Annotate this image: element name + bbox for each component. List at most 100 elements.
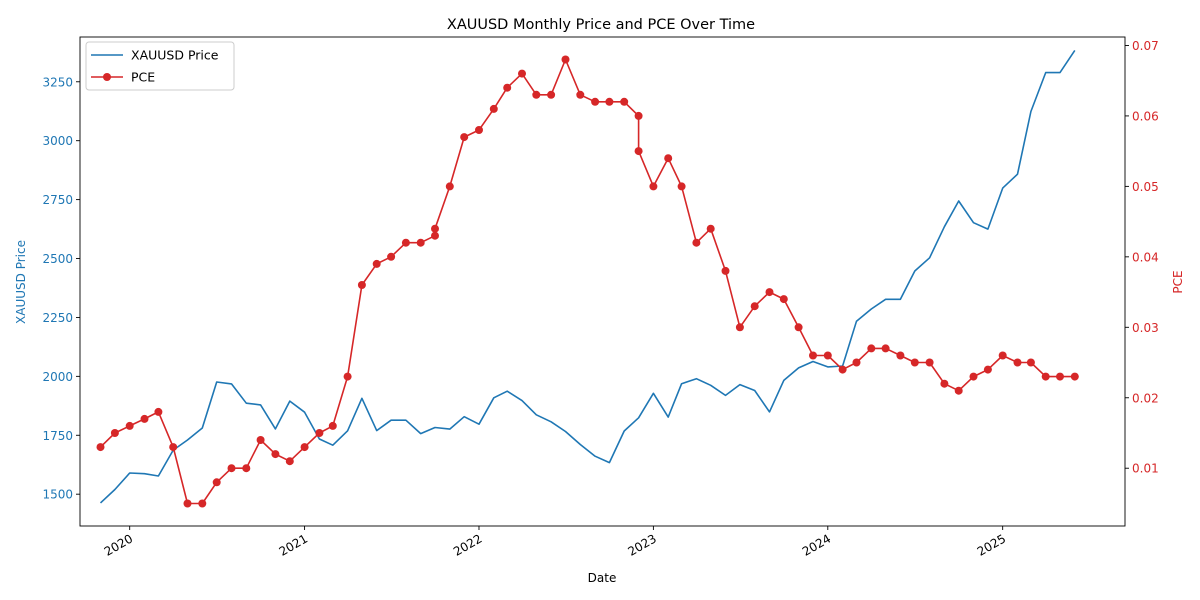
legend-box — [85, 41, 235, 91]
pce-point-9 — [227, 464, 236, 473]
pce-point-63 — [983, 365, 992, 374]
pce-point-30 — [518, 69, 526, 78]
pce-point-24 — [431, 224, 439, 233]
pce-point-19 — [372, 259, 381, 268]
y-right-tick-label-0.03: 0.03 — [1132, 321, 1159, 335]
pce-point-17 — [343, 372, 352, 381]
y-left-tick-label-1500: 1500 — [42, 488, 73, 502]
pce-point-49 — [779, 295, 788, 304]
pce-point-27 — [475, 126, 483, 134]
legend-entry-1: PCE — [131, 70, 155, 85]
pce-point-56 — [881, 344, 890, 353]
pce-point-68 — [1056, 372, 1064, 381]
pce-point-26 — [460, 133, 469, 142]
pce-point-34 — [576, 90, 585, 99]
pce-point-4 — [154, 407, 163, 416]
pce-point-41 — [664, 154, 673, 163]
pce-point-23 — [431, 231, 439, 240]
pce-point-12 — [271, 450, 280, 459]
y-left-tick-label-2750: 2750 — [42, 193, 73, 207]
y-right-tick-label-0.02: 0.02 — [1132, 391, 1159, 405]
pce-point-38 — [634, 111, 643, 120]
pce-point-54 — [852, 358, 861, 367]
legend-entry-0: XAUUSD Price — [131, 48, 219, 63]
pce-point-7 — [198, 499, 207, 508]
pce-point-5 — [169, 443, 178, 452]
pce-point-39 — [634, 147, 643, 156]
pce-point-14 — [300, 443, 309, 452]
y-right-tick-label-0.01: 0.01 — [1132, 462, 1159, 476]
pce-point-47 — [750, 302, 759, 311]
pce-point-0 — [96, 443, 105, 452]
pce-point-42 — [677, 182, 686, 191]
pce-point-8 — [212, 478, 221, 487]
pce-point-55 — [867, 344, 876, 353]
pce-point-45 — [721, 266, 730, 275]
pce-point-22 — [416, 238, 425, 247]
pce-point-62 — [969, 372, 978, 381]
pce-point-43 — [692, 238, 701, 247]
pce-point-69 — [1070, 372, 1079, 381]
plot-frame — [79, 36, 1126, 527]
pce-point-53 — [838, 365, 847, 374]
pce-point-21 — [401, 238, 410, 247]
series-line-0 — [99, 49, 1076, 504]
pce-point-29 — [503, 83, 512, 92]
y-left-tick-label-1750: 1750 — [42, 429, 73, 443]
pce-point-59 — [925, 358, 934, 367]
series-layer — [96, 49, 1079, 508]
y-left-axis-label: XAUUSD Price — [14, 240, 28, 324]
pce-point-61 — [954, 386, 963, 395]
pce-point-33 — [561, 55, 570, 64]
series-line-1 — [99, 58, 1075, 505]
pce-point-40 — [649, 182, 658, 191]
y-left-tick-label-2250: 2250 — [42, 311, 73, 325]
pce-point-13 — [285, 457, 294, 466]
pce-point-20 — [387, 252, 396, 261]
pce-point-66 — [1026, 358, 1035, 367]
pce-point-16 — [328, 421, 337, 430]
pce-point-36 — [605, 97, 614, 106]
pce-point-50 — [794, 323, 803, 332]
pce-point-35 — [591, 97, 600, 106]
pce-point-31 — [532, 90, 541, 99]
pce-point-28 — [489, 104, 498, 113]
y-right-tick-label-0.04: 0.04 — [1132, 250, 1159, 264]
legend-marker-1 — [103, 73, 111, 81]
legend: XAUUSD Price PCE — [85, 41, 235, 91]
pce-point-10 — [242, 464, 251, 473]
pce-point-37 — [620, 97, 629, 106]
pce-point-65 — [1013, 358, 1022, 367]
chart-title: XAUUSD Monthly Price and PCE Over Time — [447, 17, 755, 33]
pce-point-48 — [765, 288, 774, 297]
pce-point-3 — [140, 414, 149, 423]
pce-point-64 — [998, 351, 1007, 360]
y-left-tick-label-2500: 2500 — [42, 252, 73, 266]
x-axis-label: Date — [588, 571, 617, 585]
pce-point-11 — [256, 436, 265, 444]
pce-point-46 — [735, 323, 744, 332]
pce-point-1 — [110, 429, 119, 437]
y-left-tick-label-3000: 3000 — [42, 134, 73, 148]
pce-point-18 — [357, 281, 366, 289]
pce-point-67 — [1041, 372, 1050, 381]
pce-point-57 — [896, 351, 905, 360]
pce-point-60 — [940, 379, 949, 388]
pce-point-52 — [823, 351, 832, 360]
y-right-tick-label-0.07: 0.07 — [1132, 39, 1159, 53]
pce-point-51 — [809, 351, 817, 360]
pce-point-2 — [125, 421, 134, 430]
y-right-axis-label: PCE — [1171, 270, 1185, 293]
y-left-tick-label-2000: 2000 — [42, 370, 73, 384]
pce-point-58 — [910, 358, 919, 367]
pce-point-32 — [547, 90, 556, 99]
y-right-tick-label-0.05: 0.05 — [1132, 180, 1159, 194]
y-left-tick-label-3250: 3250 — [42, 75, 73, 89]
pce-point-25 — [445, 182, 454, 191]
pce-point-44 — [706, 224, 715, 233]
pce-point-6 — [183, 499, 192, 508]
pce-point-15 — [315, 429, 324, 437]
y-right-tick-label-0.06: 0.06 — [1132, 109, 1159, 123]
